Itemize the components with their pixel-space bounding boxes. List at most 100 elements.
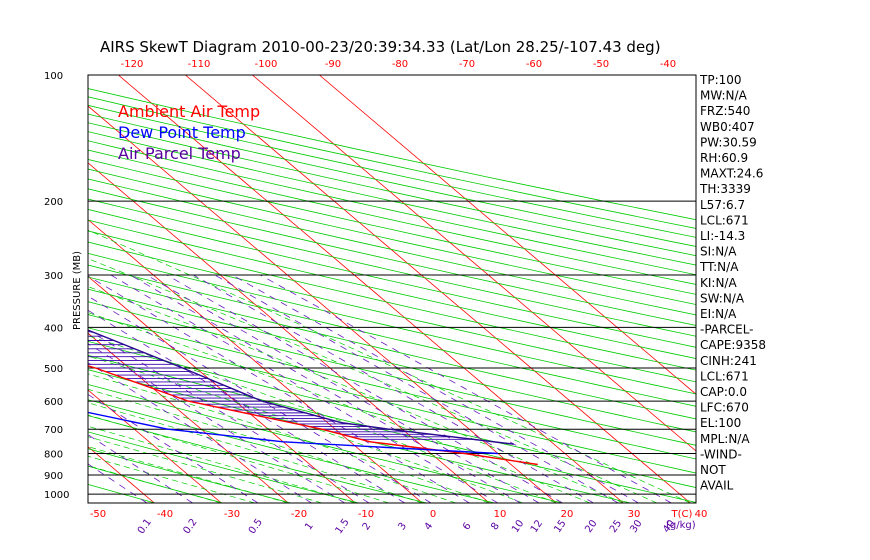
top-temp-tick-label: -80 — [392, 59, 408, 70]
top-temp-tick-label: -90 — [325, 59, 341, 70]
top-temp-tick-label: -60 — [526, 59, 542, 70]
index-text: -PARCEL- — [700, 323, 754, 337]
bottom-temp-tick-label: 40 — [695, 509, 708, 520]
isotherm-line — [252, 75, 696, 452]
dry-adiabat-line — [88, 149, 696, 285]
mixing-ratio-line — [88, 434, 193, 503]
mixing-ratio-line — [166, 274, 563, 503]
mixing-ratio-label: 25 — [608, 518, 624, 535]
legend-entry: Ambient Air Temp — [118, 102, 260, 121]
mixing-ratio-label: 0.5 — [247, 517, 265, 536]
dry-adiabat-line — [88, 209, 696, 348]
mixing-ratio-label: 15 — [552, 518, 568, 535]
index-text: LCL:671 — [700, 369, 749, 383]
mixing-ratio-label: 0.2 — [182, 517, 200, 536]
dry-adiabat-line — [88, 140, 696, 276]
index-text: MW:N/A — [700, 89, 748, 103]
mixing-ratio-line — [88, 295, 432, 503]
dry-adiabat-line — [88, 198, 696, 337]
mixing-ratio-label: 20 — [583, 518, 599, 535]
dry-adiabat-line — [88, 340, 696, 488]
legend-entry: Dew Point Temp — [118, 123, 246, 142]
index-text: WB0:407 — [700, 120, 755, 134]
grid-lines — [0, 75, 696, 503]
isotherm-line — [88, 332, 289, 503]
top-temp-tick-label: -100 — [255, 59, 278, 70]
chart-title: AIRS SkewT Diagram 2010-00-23/20:39:34.3… — [100, 38, 661, 56]
parcel-temp-line — [88, 329, 514, 445]
isotherm-line — [88, 105, 557, 503]
index-text: MPL:N/A — [700, 432, 750, 446]
isotherm-line — [185, 75, 691, 503]
dry-adiabat-line — [88, 188, 696, 326]
mixing-ratio-line — [88, 393, 259, 503]
index-text: LFC:670 — [700, 401, 749, 415]
sounding-curves — [88, 329, 538, 466]
top-temp-tick-label: -70 — [459, 59, 475, 70]
bottom-temp-tick-label: 0 — [430, 509, 436, 520]
dry-adiabat-line — [88, 384, 563, 503]
index-text: LCL:671 — [700, 213, 749, 227]
dry-adiabat-line — [88, 168, 696, 305]
mixing-ratio-label: 1.5 — [334, 517, 352, 536]
index-text: KI:N/A — [700, 276, 737, 290]
bottom-temp-tick-label: 20 — [561, 509, 574, 520]
pressure-tick-label: 700 — [44, 425, 63, 436]
isotherm-line — [88, 275, 356, 503]
bottom-temp-tick-label: -20 — [291, 509, 307, 520]
dry-adiabat-line — [88, 219, 696, 359]
index-text: CAPE:9358 — [700, 338, 766, 352]
pressure-tick-label: 600 — [44, 397, 63, 408]
dry-adiabat-line — [88, 276, 696, 420]
index-text: EI:N/A — [700, 307, 737, 321]
mixing-ratio-label: 4 — [423, 521, 436, 533]
index-text: FRZ:540 — [700, 104, 750, 118]
dry-adiabat-line — [88, 399, 495, 503]
mixing-ratio-line — [260, 274, 672, 503]
moist-adiabat-line — [88, 455, 255, 503]
isotherm-line — [0, 75, 20, 503]
y-axis-label: PRESSURE (MB) — [72, 251, 83, 330]
mixing-ratio-line — [110, 274, 498, 503]
dry-adiabat-line — [88, 122, 696, 257]
mixing-ratio-label: 1 — [303, 521, 316, 533]
mixing-ratio-line — [231, 274, 639, 503]
mixing-ratio-label: 30 — [628, 518, 644, 535]
moist-adiabat-line — [88, 258, 658, 503]
isotherm-line — [118, 75, 624, 503]
temp-unit-label: T(C) — [671, 509, 693, 520]
index-text: CAP:0.0 — [700, 385, 747, 399]
mixing-ratio-line — [146, 274, 540, 503]
dry-adiabat-line — [88, 178, 696, 316]
pressure-tick-label: 100 — [44, 71, 63, 82]
dry-adiabat-line — [88, 314, 696, 460]
ambient-temp-line — [88, 365, 538, 466]
dry-adiabat-line — [88, 354, 696, 503]
pressure-tick-label: 200 — [44, 197, 63, 208]
mixing-ratio-line — [130, 274, 521, 503]
dry-adiabat-line — [88, 230, 696, 371]
bottom-temp-tick-label: -50 — [90, 509, 106, 520]
dry-adiabat-line — [88, 131, 696, 266]
plot-frame — [87, 74, 697, 504]
top-temp-tick-label: -40 — [660, 59, 676, 70]
index-text: EL:100 — [700, 416, 741, 430]
moist-adiabat-line — [88, 286, 624, 503]
dry-adiabat-line — [88, 264, 696, 407]
dry-adiabat-line — [88, 241, 696, 383]
index-text: LI:-14.3 — [700, 229, 745, 243]
dry-adiabat-line — [88, 159, 696, 295]
mixing-ratio-label: 10 — [510, 518, 526, 535]
pressure-tick-label: 500 — [44, 364, 63, 375]
legend-entry: Air Parcel Temp — [118, 144, 241, 163]
index-text: NOT — [700, 463, 726, 477]
pressure-tick-label: 300 — [44, 271, 63, 282]
dry-adiabat-line — [88, 369, 631, 503]
dew-point-line — [88, 411, 499, 455]
dry-adiabat-line — [88, 288, 696, 433]
pressure-tick-label: 1000 — [44, 490, 69, 501]
dry-adiabat-line — [88, 301, 696, 446]
mixing-ratio-line — [88, 275, 470, 503]
